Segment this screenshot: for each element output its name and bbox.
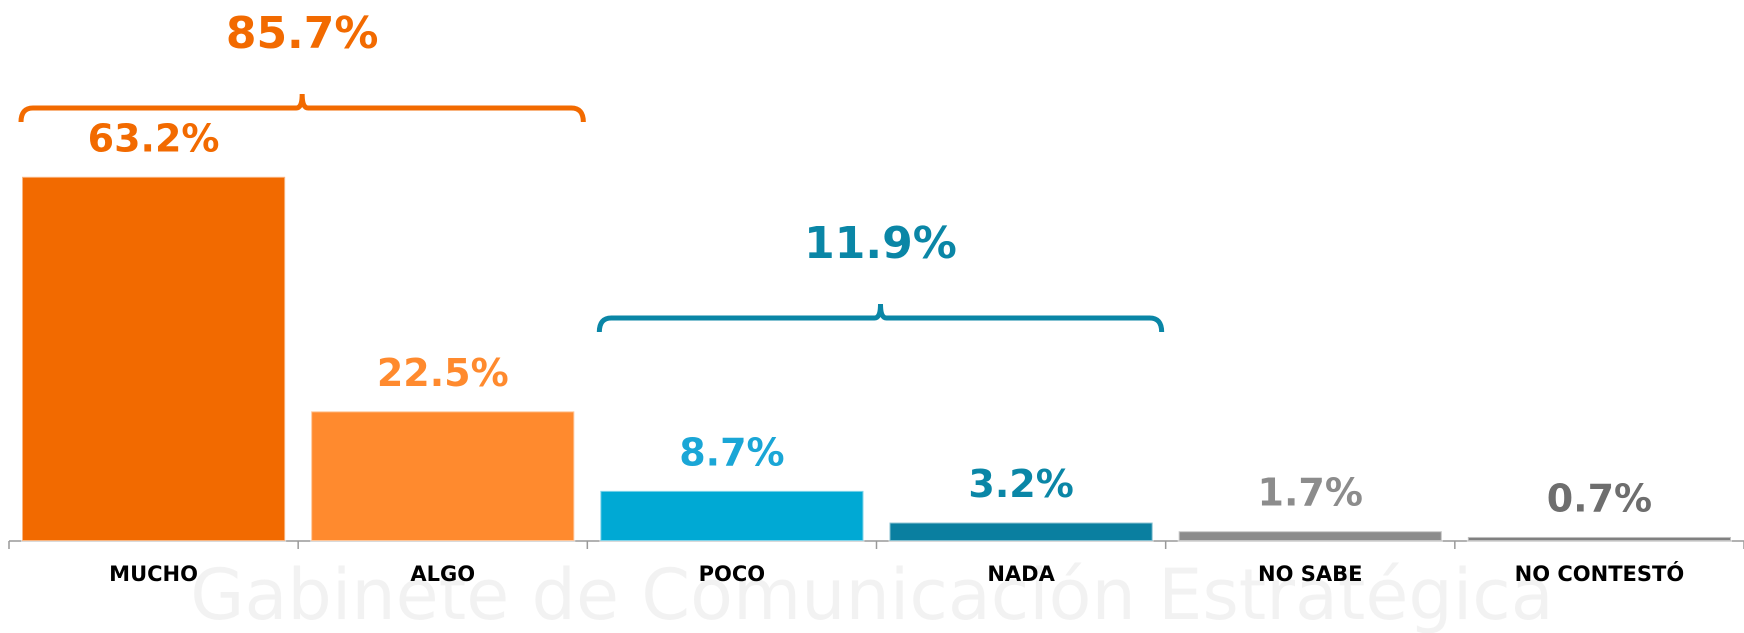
value-label: 3.2% bbox=[968, 462, 1073, 506]
value-label: 63.2% bbox=[88, 116, 220, 160]
bar bbox=[21, 175, 287, 542]
x-tick-label: MUCHO bbox=[109, 562, 198, 586]
value-label: 8.7% bbox=[679, 430, 784, 474]
x-tick-label: ALGO bbox=[410, 562, 475, 586]
x-tick-label: NO SABE bbox=[1258, 562, 1362, 586]
bracket-label: 85.7% bbox=[226, 8, 379, 59]
bracket bbox=[18, 93, 586, 123]
value-label: 1.7% bbox=[1258, 471, 1363, 515]
x-tick-label: NADA bbox=[987, 562, 1055, 586]
bracket-label: 11.9% bbox=[804, 218, 957, 269]
value-label: 0.7% bbox=[1547, 476, 1652, 520]
watermark: Gabinete de Comunicación Estratégica bbox=[190, 554, 1553, 633]
x-tick-label: POCO bbox=[699, 562, 766, 586]
bar bbox=[310, 410, 576, 542]
value-label: 22.5% bbox=[377, 351, 509, 395]
bar bbox=[599, 489, 865, 542]
bar bbox=[1466, 535, 1732, 542]
bracket bbox=[596, 303, 1165, 333]
bar bbox=[1177, 530, 1443, 542]
bar bbox=[888, 521, 1154, 542]
x-tick-label: NO CONTESTÓ bbox=[1515, 561, 1685, 586]
